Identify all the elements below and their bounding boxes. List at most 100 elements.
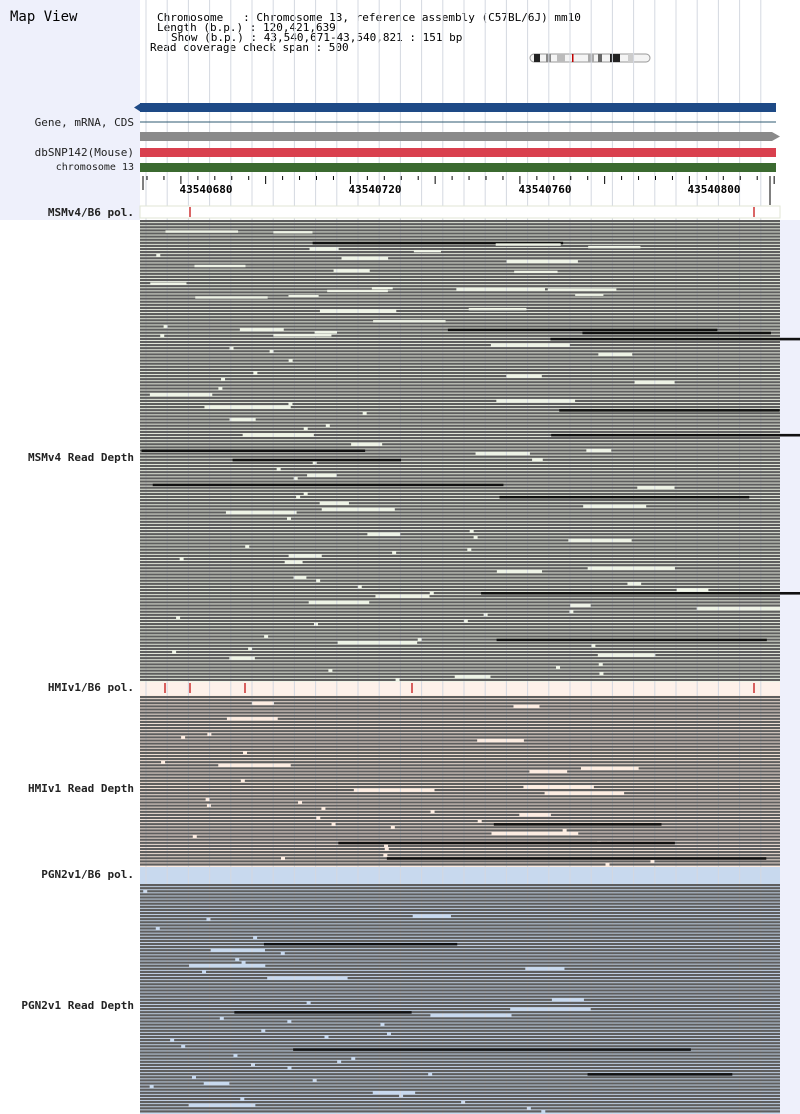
msm-read <box>338 247 780 251</box>
hmi-read <box>140 720 780 723</box>
label-msm-pol: MSMv4/B6 pol. <box>47 206 134 219</box>
msm-read <box>292 359 780 362</box>
msm-read <box>140 278 780 282</box>
pgn-read <box>223 1017 780 1020</box>
msm-read <box>569 344 780 347</box>
msm-gap <box>468 307 527 311</box>
pgn-read <box>390 1032 780 1035</box>
hmi-read <box>140 785 524 789</box>
msm-read <box>140 421 780 424</box>
ruler-tick-label: 43540720 <box>348 183 402 196</box>
hmi-pol-background <box>140 682 780 695</box>
hmi-read <box>244 779 780 782</box>
msm-read <box>140 616 177 619</box>
pgn-read <box>244 1097 780 1101</box>
pgn-read <box>140 893 780 896</box>
hmi-read <box>320 816 780 820</box>
hmi-read <box>434 810 780 813</box>
pgn-read <box>229 1082 780 1085</box>
hmi-read <box>140 804 207 807</box>
pgn-read <box>140 1029 262 1032</box>
msm-read <box>646 505 780 508</box>
pgn-read <box>140 973 780 977</box>
pgn-read <box>140 939 780 942</box>
msm-read <box>140 244 780 247</box>
pgn-read <box>328 1035 780 1039</box>
msm-read <box>140 294 780 297</box>
hmi-read <box>290 764 780 767</box>
msm-read <box>140 595 376 598</box>
msm-read <box>140 471 780 474</box>
hmi-read <box>140 723 780 727</box>
msm-gap <box>371 286 393 290</box>
pgn-read <box>140 1107 527 1110</box>
msm-read <box>140 520 780 523</box>
hmi-read <box>388 844 780 847</box>
msm-read-dark <box>550 337 800 341</box>
msm-read <box>595 644 780 647</box>
pgn-read <box>159 927 781 930</box>
ruler-tick-label: 43540680 <box>179 183 233 196</box>
msm-read <box>140 576 294 579</box>
msm-read <box>140 313 780 316</box>
msm-read <box>140 412 363 415</box>
hmi-read <box>140 779 241 782</box>
pgn-read <box>174 1039 781 1042</box>
cds-bar <box>140 132 772 141</box>
msm-read <box>273 350 780 353</box>
msm-read <box>140 638 418 641</box>
msm-read <box>140 495 297 499</box>
msm-read-dark <box>481 592 800 595</box>
pgn-read <box>140 1079 313 1082</box>
pgn-read <box>140 1082 204 1085</box>
msm-read <box>140 316 780 319</box>
msm-read <box>140 406 205 409</box>
pgn-read <box>206 970 780 973</box>
msm-read <box>140 455 780 458</box>
msm-read <box>140 641 338 644</box>
msm-read <box>541 375 780 378</box>
msm-read <box>317 623 780 626</box>
pgn-read <box>291 1066 780 1070</box>
msm-read <box>140 325 164 328</box>
hmi-read <box>387 854 780 857</box>
msm-read <box>140 632 780 635</box>
hmi-read-dark <box>386 857 767 860</box>
hmi-read <box>246 751 781 754</box>
hmi-read <box>209 798 780 801</box>
pgn-read <box>140 1042 780 1045</box>
msm-read <box>140 647 249 650</box>
pgn-read <box>140 1101 462 1104</box>
msm-read <box>140 570 497 573</box>
msm-read <box>296 511 780 514</box>
pgn-read-dark <box>293 1048 691 1051</box>
pgn-read <box>140 1110 542 1113</box>
pgn-read <box>140 924 780 927</box>
msm-read <box>140 567 588 570</box>
msm-read-dark <box>447 328 718 332</box>
pgn-read <box>564 967 780 970</box>
msm-read <box>140 226 780 229</box>
hmi-read <box>277 717 780 720</box>
msm-read <box>302 561 780 564</box>
hmi-read <box>434 789 780 792</box>
pgn-read <box>140 1063 252 1066</box>
msm-read <box>336 474 780 477</box>
label-hmi-pol: HMIv1/B6 pol. <box>47 681 134 694</box>
pgn-read <box>147 890 781 893</box>
msm-gap <box>327 289 388 293</box>
msm-read <box>332 669 780 672</box>
msm-read <box>140 272 780 275</box>
msm-read <box>140 350 270 353</box>
hmi-read <box>601 841 780 844</box>
hmi-read <box>523 739 780 742</box>
pgn-read <box>140 1060 338 1063</box>
hmi-read <box>140 770 530 773</box>
pgn-read <box>140 1051 780 1054</box>
label-chromosome-track: chromosome 13 <box>55 162 134 173</box>
msm-read <box>140 660 780 663</box>
msm-read <box>140 601 309 604</box>
info-show: Show (b.p.) : 43,540,671-43,540,821 : 15… <box>171 31 463 44</box>
msm-read <box>560 666 780 669</box>
